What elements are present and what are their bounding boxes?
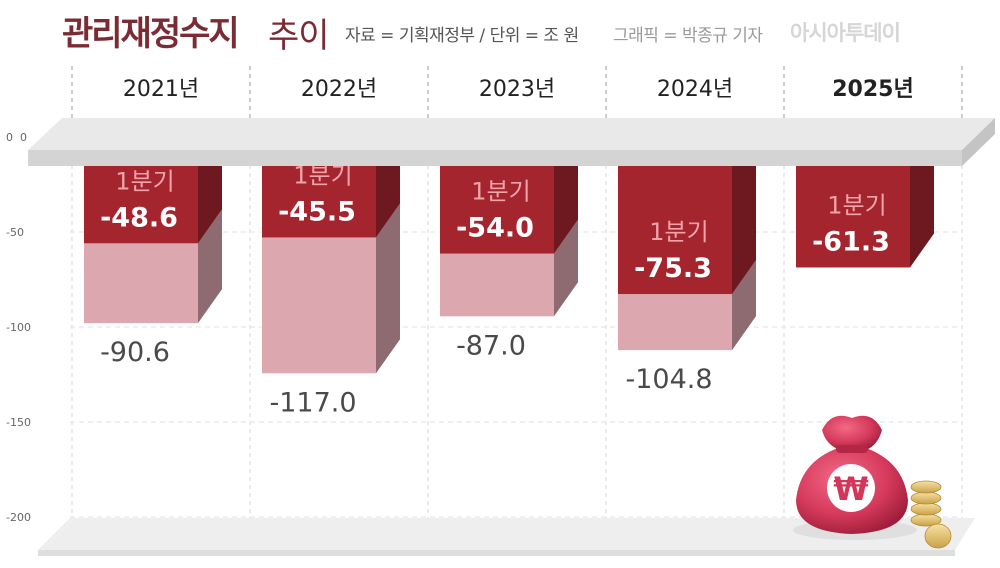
zero-slab-side [962,118,995,166]
q1-value-label: -54.0 [456,213,534,244]
annual-bar-side [554,219,578,317]
q1-bar-side [910,166,934,268]
floor-slab-edge [38,550,955,556]
annual-value-label: -104.8 [625,364,712,395]
annual-bar-side [198,209,222,324]
y-tick-label: 0 [6,131,13,144]
chart-title: 관리재정수지 [62,14,240,54]
publisher-logo: 아시아투데이 [790,21,901,45]
won-badge [827,464,875,512]
q1-bar [262,166,376,238]
annual-bar [618,294,732,351]
q1-bar [618,166,732,295]
annual-bar [440,253,554,317]
q1-bar-side [198,166,222,244]
series-label-q1: 1분기 [471,178,530,206]
y-tick-label: -200 [6,511,31,524]
q1-bar-side [732,166,756,295]
coin-icon [924,523,952,549]
category-label: 2022년 [301,77,377,102]
source-note: 자료 = 기획재정부 / 단위 = 조 원 [345,26,579,46]
y-tick-label: -50 [6,226,24,239]
won-icon: ₩ [833,470,868,508]
series-label-q1: 1분기 [827,191,886,219]
q1-bar [796,166,910,268]
series-label-q1: 1분기 [649,218,708,246]
chart-title-suffix: 추이 [268,16,330,56]
coin-icon [910,480,942,494]
graphic-credit: 그래픽 = 박종규 기자 [613,26,763,46]
bag-tie [836,445,868,453]
q1-value-label: -61.3 [812,226,890,257]
q1-bar [440,166,554,254]
category-label: 2023년 [479,77,555,102]
q1-value-label: -45.5 [278,196,356,227]
annual-bar [262,237,376,374]
zero-slab-front [28,150,962,166]
annual-bar [84,243,198,324]
annual-value-label: -117.0 [269,387,356,418]
q1-bar [84,166,198,244]
series-label-q1: 1분기 [115,167,174,195]
category-label: 2024년 [657,77,733,102]
annual-value-label: -87.0 [456,330,526,361]
series-label-q1: 1분기 [293,161,352,189]
y-tick-label: -100 [6,321,31,334]
bag-neck [822,415,882,450]
annual-bar-side [376,203,400,374]
category-label: 2025년 [832,77,913,102]
zero-slab-top [28,118,995,150]
q1-bar-side [554,166,578,254]
q1-value-label: -48.6 [100,202,178,233]
floor-slab [38,518,975,550]
y-tick-label: 0 [20,131,27,144]
coin-icon [910,491,942,505]
q1-value-label: -75.3 [634,253,712,284]
coin-icon [910,502,942,516]
annual-value-label: -90.6 [100,337,170,368]
y-tick-label: -150 [6,416,31,429]
q1-bar-side [376,166,400,238]
annual-bar-side [732,260,756,351]
category-label: 2021년 [123,77,199,102]
